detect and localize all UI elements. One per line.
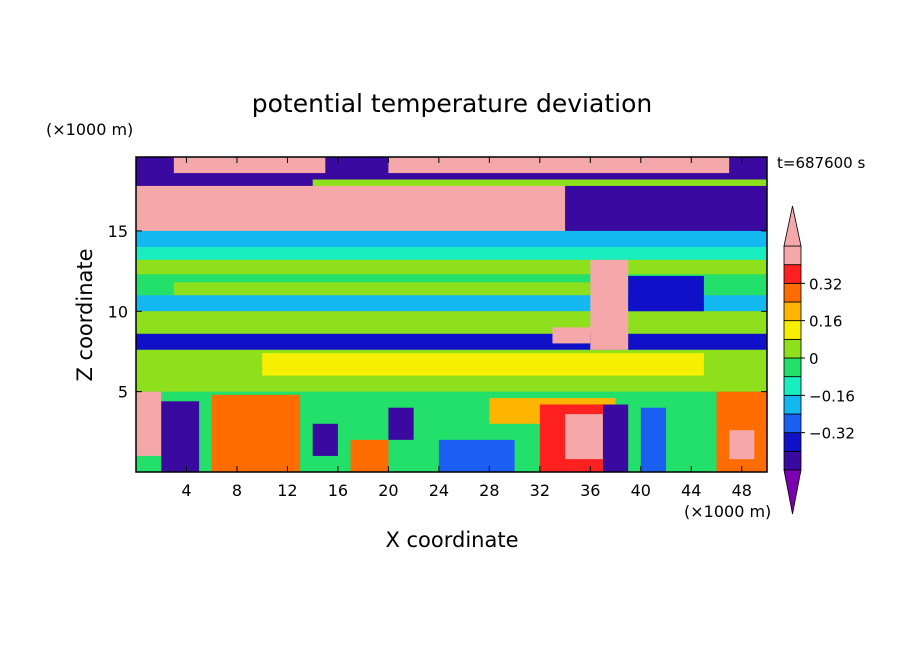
colorbar-tick-label: 0.16: [809, 313, 842, 331]
colorbar-tick-label: −0.32: [809, 425, 855, 443]
colorbar-box: [783, 357, 802, 378]
contour-region: [640, 407, 667, 472]
x-axis: 4 8 12 16 20 24 28 32 36 40 44 48: [181, 157, 752, 500]
colorbar-box: [783, 282, 802, 303]
x-axis-label: X coordinate: [385, 528, 518, 552]
x-tick-label: 20: [378, 481, 398, 500]
contour-region: [388, 407, 414, 440]
colorbar-box: [783, 413, 802, 434]
contour-region: [136, 247, 767, 260]
contour-region: [590, 259, 629, 350]
contour-region: [136, 259, 767, 275]
contour-region: [312, 423, 338, 456]
x-tick-label: 40: [631, 481, 651, 500]
x-tick-label: 44: [681, 481, 701, 500]
contour-region: [136, 311, 767, 334]
colorbar-box: [783, 432, 802, 452]
contour-region: [388, 157, 730, 174]
colorbar-extend-low: [783, 469, 802, 515]
contour-region: [565, 414, 603, 460]
contour-region: [602, 404, 629, 472]
y-axis-label: Z coordinate: [73, 248, 97, 381]
contour-region: [136, 230, 767, 247]
chart-title: potential temperature deviation: [252, 89, 652, 118]
x-tick-label: 36: [580, 481, 600, 500]
contour-region: [161, 401, 200, 472]
contour-region: [136, 185, 566, 231]
colorbar-extend-high: [783, 205, 802, 247]
x-tick-label: 24: [429, 481, 449, 500]
y-tick-label: 5: [118, 383, 128, 402]
colorbar-tick-label: 0: [809, 350, 819, 368]
colorbar-box: [783, 376, 802, 396]
colorbar-box: [783, 301, 802, 322]
colorbar-box: [783, 320, 802, 340]
y-axis: 5 10 15: [108, 222, 767, 402]
x-tick-label: 16: [328, 481, 348, 500]
colorbar-tick-label: 0.32: [809, 275, 842, 293]
y-tick-label: 10: [108, 302, 128, 321]
colorbar-box: [783, 245, 802, 266]
x-tick-label: 8: [232, 481, 242, 500]
contour-region: [262, 353, 704, 376]
contour-region: [438, 439, 515, 472]
x-unit-label: (×1000 m): [684, 502, 771, 521]
colorbar-box: [783, 394, 802, 415]
contour-region: [552, 327, 591, 344]
x-tick-label: 4: [181, 481, 191, 500]
plot-frame: [135, 156, 768, 473]
y-tick-label: 15: [108, 222, 128, 241]
colorbar-box: [783, 450, 802, 471]
contour-region: [211, 394, 301, 472]
contour-region: [136, 333, 767, 350]
colorbar-box: [783, 338, 802, 359]
colorbar: 0.32 0.16 0 −0.16 −0.32: [783, 205, 855, 515]
x-tick-label: 32: [530, 481, 550, 500]
contour-region: [136, 391, 162, 456]
contour-region: [350, 439, 389, 472]
colorbar-tick-label: −0.16: [809, 387, 855, 405]
contour-region: [173, 157, 326, 174]
y-unit-label: (×1000 m): [46, 120, 133, 139]
x-tick-label: 28: [479, 481, 499, 500]
contour-region: [628, 275, 704, 312]
colorbar-box: [783, 264, 802, 284]
contour-region: [565, 185, 767, 239]
x-tick-label: 12: [277, 481, 297, 500]
contour-region: [729, 430, 755, 460]
contour-field: [136, 157, 767, 472]
x-tick-label: 48: [732, 481, 752, 500]
time-label: t=687600 s: [777, 154, 865, 172]
